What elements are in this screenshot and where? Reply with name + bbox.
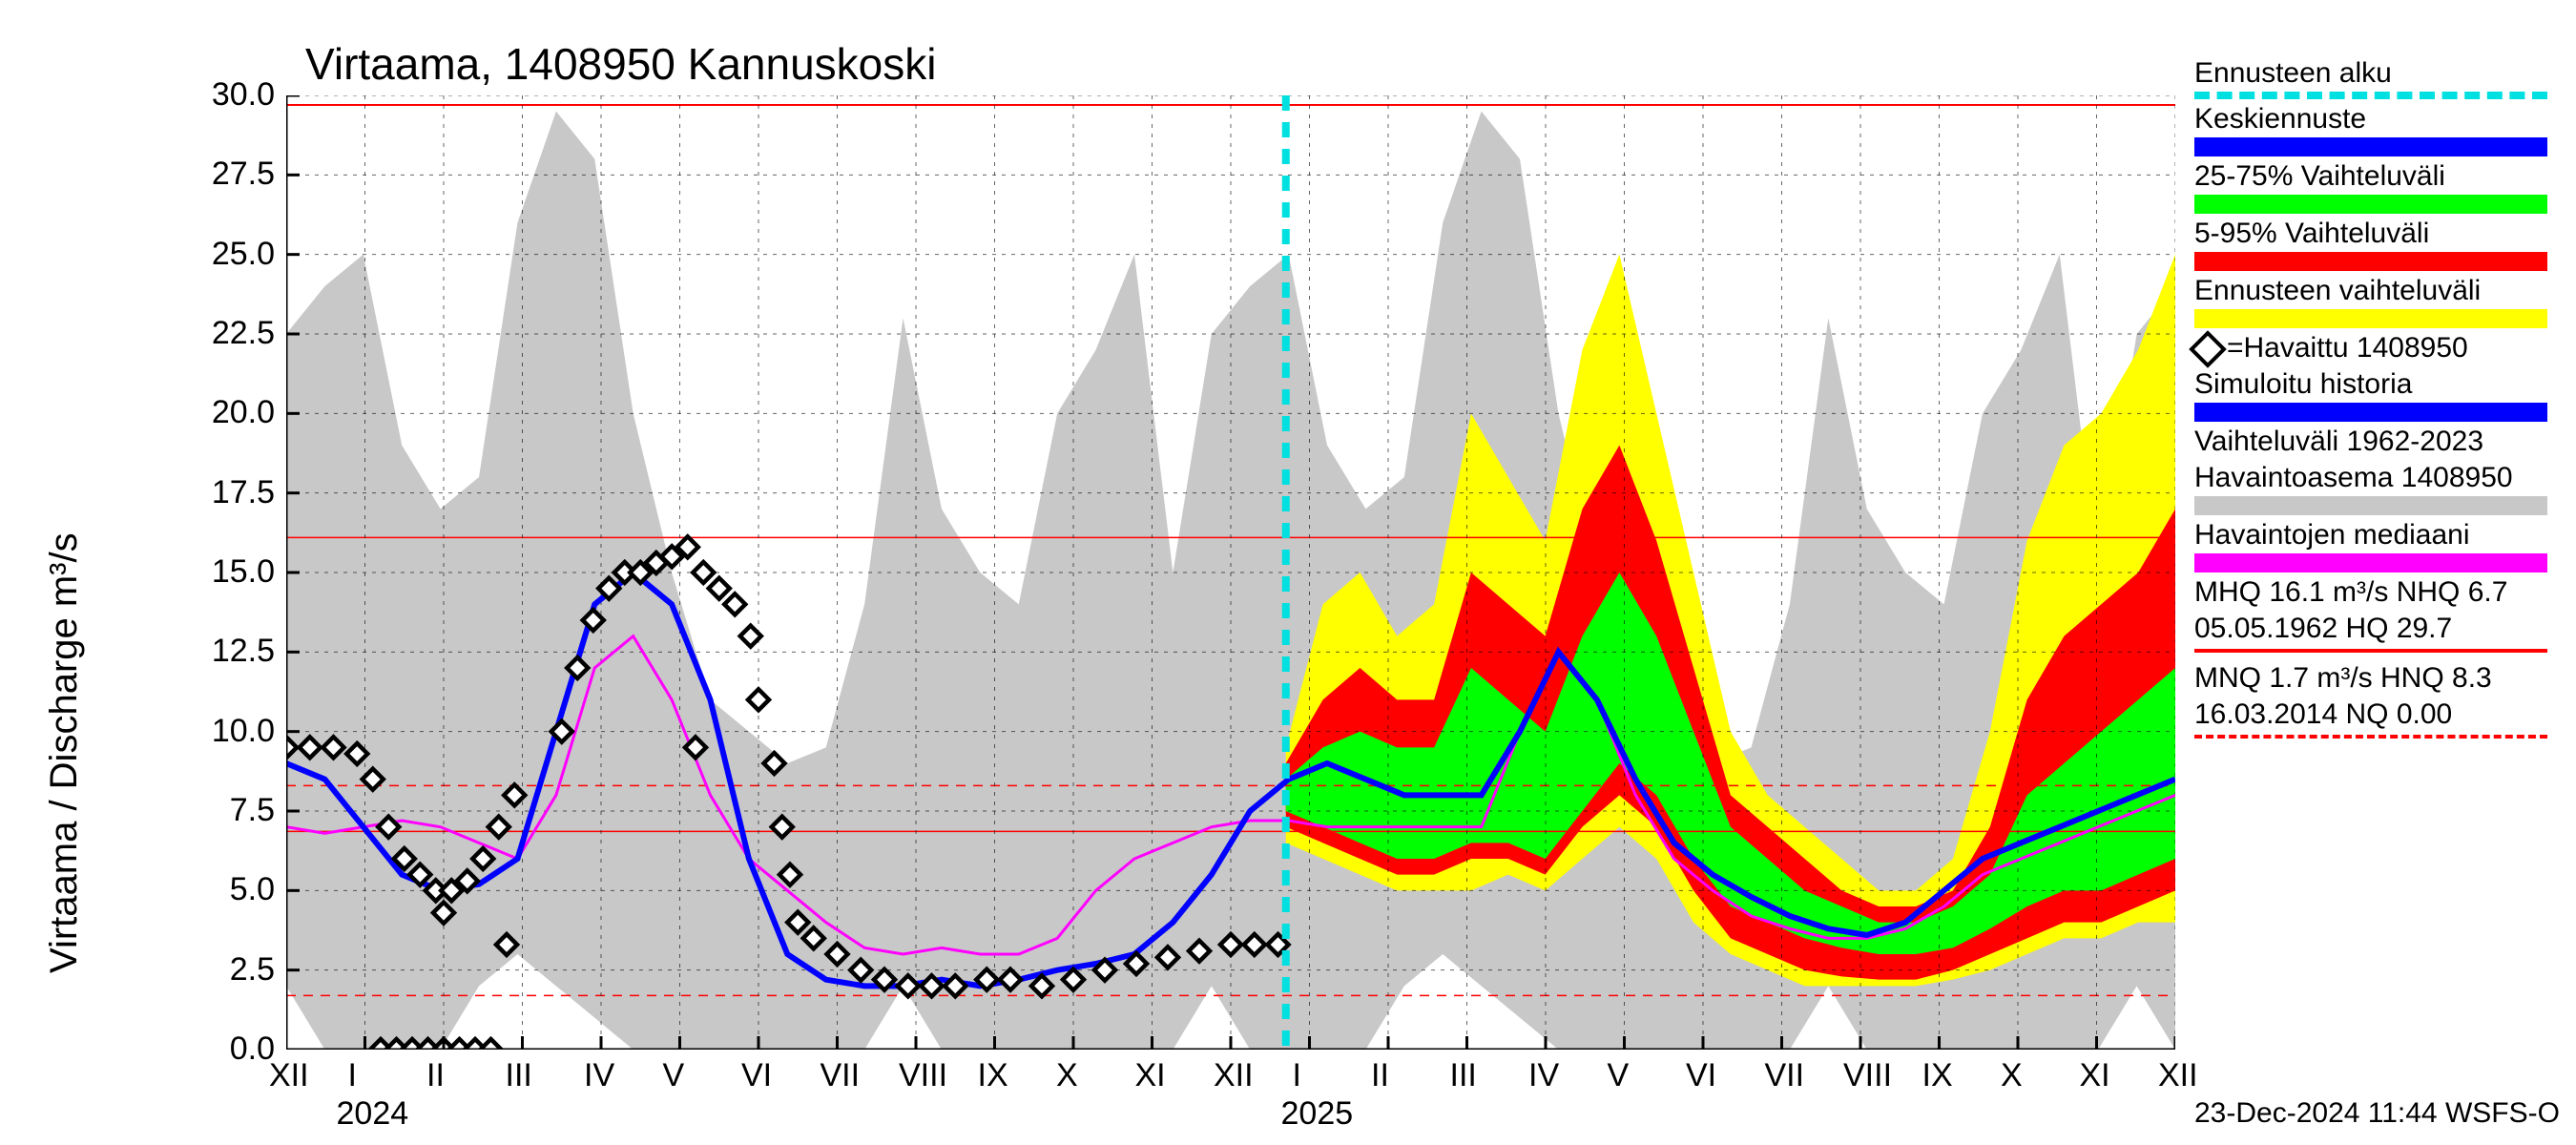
legend-swatch <box>2194 309 2547 328</box>
legend-label: 5-95% Vaihteluväli <box>2194 218 2566 250</box>
legend-label: Vaihteluväli 1962-2023 <box>2194 426 2566 458</box>
x-month-label: VIII <box>899 1057 947 1094</box>
y-tick-label: 20.0 <box>212 394 275 431</box>
x-month-label: VI <box>741 1057 772 1094</box>
x-month-label: XII <box>2158 1057 2198 1094</box>
x-month-label: IV <box>584 1057 614 1094</box>
legend-item: 5-95% Vaihteluväli <box>2194 218 2566 271</box>
x-month-label: I <box>1293 1057 1301 1094</box>
legend-stat: MHQ 16.1 m³/s NHQ 6.7 <box>2194 576 2566 609</box>
legend-label: Havaintoasema 1408950 <box>2194 462 2566 494</box>
legend-stat: MNQ 1.7 m³/s HNQ 8.3 <box>2194 662 2566 695</box>
x-month-label: III <box>506 1057 532 1094</box>
legend-item: Ennusteen vaihteluväli <box>2194 275 2566 328</box>
legend-item: Havaintojen mediaani <box>2194 519 2566 572</box>
x-month-label: VI <box>1686 1057 1716 1094</box>
legend-item: =Havaittu 1408950 <box>2194 332 2566 364</box>
plot-area <box>286 95 2175 1050</box>
x-month-label: XII <box>1214 1057 1254 1094</box>
y-tick-label: 2.5 <box>230 951 275 989</box>
x-month-label: VII <box>821 1057 861 1094</box>
legend-stat: 05.05.1962 HQ 29.7 <box>2194 613 2566 645</box>
y-tick-label: 15.0 <box>212 553 275 591</box>
legend-swatch <box>2194 92 2547 99</box>
x-month-label: IV <box>1528 1057 1559 1094</box>
legend-item: 25-75% Vaihteluväli <box>2194 160 2566 214</box>
legend-item: Vaihteluväli 1962-2023 <box>2194 426 2566 458</box>
x-month-label: X <box>2001 1057 2023 1094</box>
x-month-label: IX <box>1922 1057 1953 1094</box>
legend-line <box>2194 649 2547 653</box>
chart-root: Virtaama, 1408950 Kannuskoski Virtaama /… <box>0 0 2576 1145</box>
x-month-label: VII <box>1765 1057 1805 1094</box>
legend-swatch <box>2194 137 2547 156</box>
y-tick-label: 12.5 <box>212 633 275 670</box>
x-month-label: XI <box>1135 1057 1166 1094</box>
timestamp: 23-Dec-2024 11:44 WSFS-O <box>2194 1097 2560 1130</box>
x-month-label: III <box>1450 1057 1477 1094</box>
x-month-label: I <box>348 1057 357 1094</box>
legend-swatch <box>2194 195 2547 214</box>
y-tick-label: 10.0 <box>212 713 275 750</box>
legend-label: Ennusteen vaihteluväli <box>2194 275 2566 307</box>
y-tick-label: 30.0 <box>212 76 275 114</box>
x-month-label: X <box>1056 1057 1078 1094</box>
legend-line-dashed <box>2194 735 2547 739</box>
legend-swatch <box>2194 252 2547 271</box>
y-axis-title: Virtaama / Discharge m³/s <box>43 532 86 973</box>
x-month-label: XI <box>2080 1057 2110 1094</box>
x-month-label: V <box>663 1057 685 1094</box>
legend-swatch <box>2194 553 2547 572</box>
legend-swatch <box>2194 403 2547 422</box>
legend-swatch <box>2194 496 2547 515</box>
x-month-label: II <box>426 1057 445 1094</box>
legend-item: Ennusteen alku <box>2194 57 2566 99</box>
x-month-label: VIII <box>1843 1057 1892 1094</box>
legend-item: Havaintoasema 1408950 <box>2194 462 2566 515</box>
y-tick-label: 7.5 <box>230 792 275 829</box>
legend-label: Havaintojen mediaani <box>2194 519 2566 552</box>
y-tick-label: 17.5 <box>212 474 275 511</box>
legend-label: Simuloitu historia <box>2194 368 2566 401</box>
x-month-label: V <box>1608 1057 1630 1094</box>
legend-label: 25-75% Vaihteluväli <box>2194 160 2566 193</box>
x-month-label: XII <box>269 1057 309 1094</box>
legend-item: Keskiennuste <box>2194 103 2566 156</box>
legend-label: Ennusteen alku <box>2194 57 2566 90</box>
y-tick-label: 27.5 <box>212 156 275 193</box>
x-year-label: 2025 <box>1281 1095 1354 1133</box>
chart-title: Virtaama, 1408950 Kannuskoski <box>305 38 936 90</box>
y-tick-label: 0.0 <box>230 1030 275 1068</box>
x-month-label: II <box>1371 1057 1389 1094</box>
legend-item: Simuloitu historia <box>2194 368 2566 422</box>
y-tick-label: 25.0 <box>212 236 275 273</box>
diamond-marker-icon <box>2189 330 2227 368</box>
y-tick-label: 22.5 <box>212 315 275 352</box>
legend-label: Keskiennuste <box>2194 103 2566 135</box>
legend-stat: 16.03.2014 NQ 0.00 <box>2194 698 2566 731</box>
x-year-label: 2024 <box>337 1095 409 1133</box>
y-tick-label: 5.0 <box>230 871 275 908</box>
legend-label: =Havaittu 1408950 <box>2194 332 2566 364</box>
x-month-label: IX <box>978 1057 1008 1094</box>
legend: Ennusteen alku Keskiennuste 25-75% Vaihtel… <box>2194 57 2566 739</box>
